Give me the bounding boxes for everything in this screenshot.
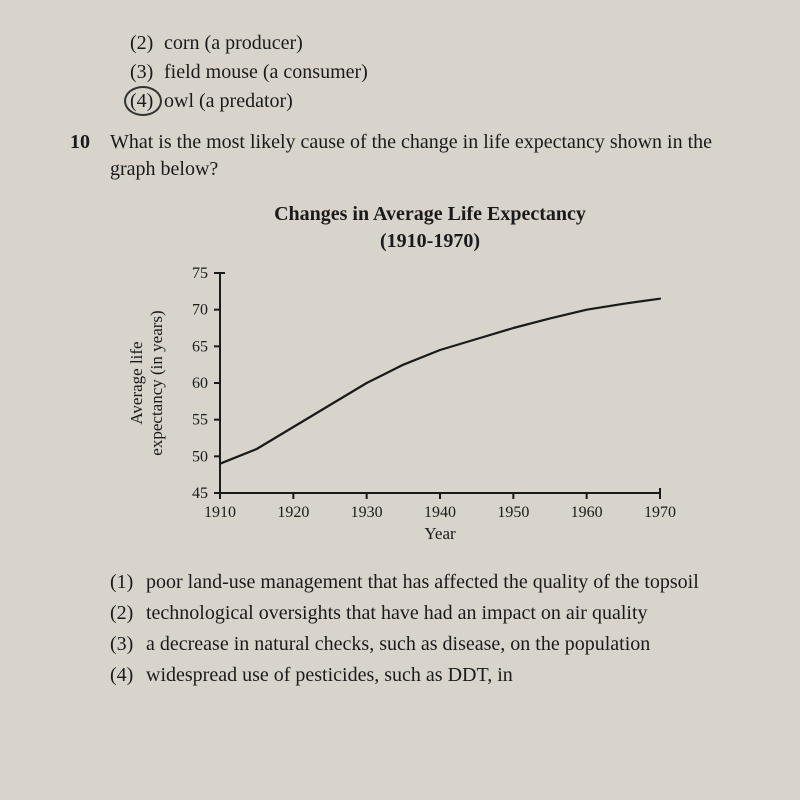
- svg-text:70: 70: [192, 302, 208, 319]
- svg-text:1970: 1970: [644, 504, 676, 521]
- option-number-circled: (4): [130, 88, 164, 115]
- svg-text:55: 55: [192, 412, 208, 429]
- answer-text: widespread use of pesticides, such as DD…: [146, 662, 740, 689]
- chart-title-line1: Changes in Average Life Expectancy: [100, 201, 760, 228]
- svg-text:1960: 1960: [571, 504, 603, 521]
- svg-text:Average life: Average life: [127, 341, 146, 424]
- question-text: What is the most likely cause of the cha…: [110, 129, 760, 183]
- option-text: field mouse (a consumer): [164, 59, 368, 86]
- option-row: (4) owl (a predator): [130, 88, 760, 115]
- option-text: corn (a producer): [164, 30, 303, 57]
- answer-number: (1): [110, 569, 146, 596]
- answer-number: (2): [110, 600, 146, 627]
- chart-svg: 45 50 55 60 65 70 75 1910 1920 1930 1940 1950 1960 19…: [120, 263, 680, 543]
- chart-title-line2: (1910-1970): [100, 228, 760, 255]
- answer-text: a decrease in natural checks, such as di…: [146, 631, 740, 658]
- question-block: 10 What is the most likely cause of the …: [40, 129, 760, 183]
- answer-row: (1) poor land-use management that has af…: [110, 569, 760, 596]
- option-number: (2): [130, 30, 164, 57]
- answer-text: poor land-use management that has affect…: [146, 569, 740, 596]
- svg-text:1930: 1930: [351, 504, 383, 521]
- chart-title: Changes in Average Life Expectancy (1910…: [100, 201, 760, 255]
- answer-options: (1) poor land-use management that has af…: [40, 569, 760, 689]
- option-text: owl (a predator): [164, 88, 293, 115]
- prior-question-options: (2) corn (a producer) (3) field mouse (a…: [40, 30, 760, 115]
- answer-text: technological oversights that have had a…: [146, 600, 740, 627]
- svg-text:45: 45: [192, 485, 208, 502]
- option-row: (3) field mouse (a consumer): [130, 59, 760, 86]
- line-chart: 45 50 55 60 65 70 75 1910 1920 1930 1940 1950 1960 19…: [120, 263, 680, 551]
- svg-text:65: 65: [192, 338, 208, 355]
- option-row: (2) corn (a producer): [130, 30, 760, 57]
- option-number: (3): [130, 59, 164, 86]
- svg-text:60: 60: [192, 375, 208, 392]
- svg-text:50: 50: [192, 448, 208, 465]
- answer-number: (4): [110, 662, 146, 689]
- svg-text:1940: 1940: [424, 504, 456, 521]
- question-number: 10: [70, 129, 110, 183]
- svg-text:expectancy (in years): expectancy (in years): [147, 310, 166, 455]
- answer-row: (3) a decrease in natural checks, such a…: [110, 631, 760, 658]
- answer-number: (3): [110, 631, 146, 658]
- svg-text:1910: 1910: [204, 504, 236, 521]
- svg-text:1920: 1920: [277, 504, 309, 521]
- svg-text:75: 75: [192, 265, 208, 282]
- answer-row: (4) widespread use of pesticides, such a…: [110, 662, 760, 689]
- svg-text:Year: Year: [424, 524, 456, 543]
- svg-text:1950: 1950: [497, 504, 529, 521]
- answer-row: (2) technological oversights that have h…: [110, 600, 760, 627]
